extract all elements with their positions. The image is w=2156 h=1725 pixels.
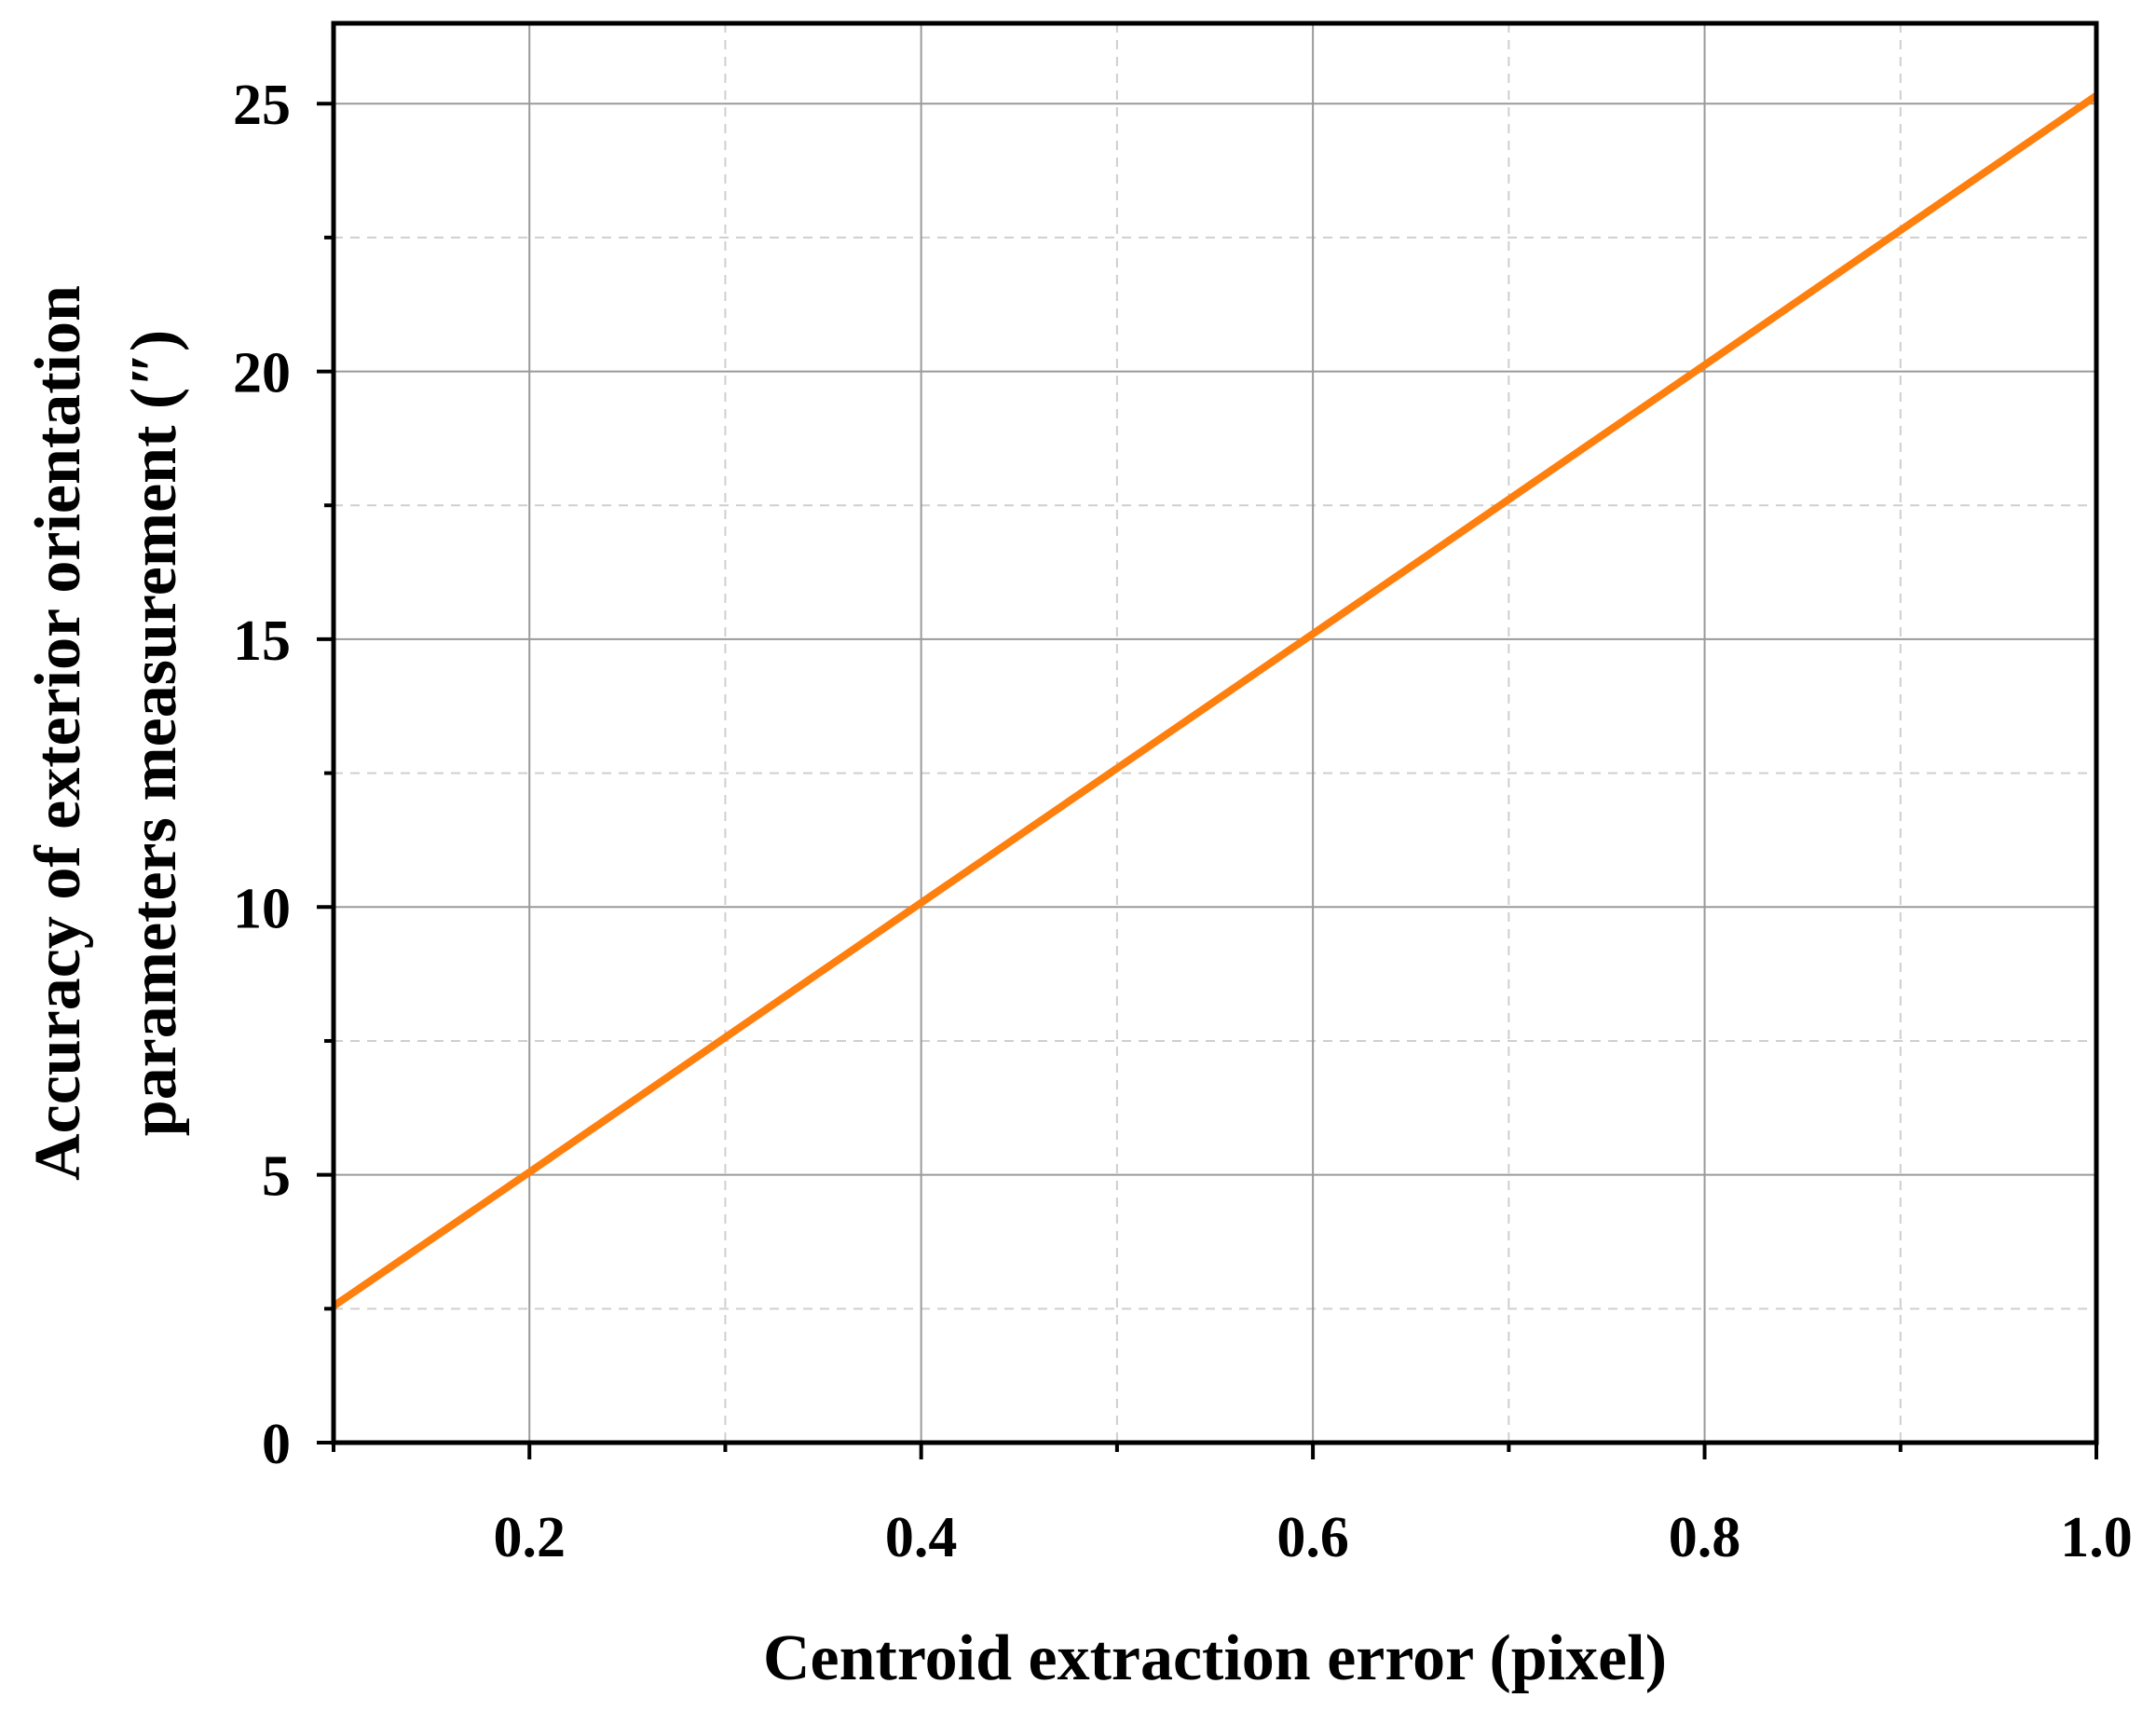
major-grid (334, 23, 2097, 1444)
axis-ticks (317, 102, 2098, 1459)
y-tick-label: 0 (262, 1413, 291, 1476)
x-tick-label: 0.2 (493, 1506, 566, 1569)
series-layer (331, 92, 2099, 1309)
y-tick-label: 20 (233, 342, 291, 405)
y-tick-label: 15 (233, 609, 291, 673)
x-tick-label: 0.8 (1669, 1506, 1741, 1569)
tick-labels: 0.2 0.4 0.6 0.8 1.0 0 5 10 15 20 25 (233, 74, 2133, 1569)
y-tick-label: 25 (233, 74, 291, 137)
x-axis-title: Centroid extraction error (pixel) (763, 1622, 1667, 1694)
y-tick-label: 5 (262, 1145, 291, 1209)
x-tick-label: 1.0 (2060, 1506, 2133, 1569)
minor-grid (333, 23, 2096, 1443)
plot-frame (331, 21, 2099, 1445)
y-axis-title: Accuracy of exterior orientation paramet… (22, 285, 190, 1181)
x-tick-label: 0.4 (885, 1506, 958, 1569)
series-line (331, 92, 2099, 1309)
y-tick-label: 10 (233, 877, 291, 940)
y-axis-title-line-1: Accuracy of exterior orientation (22, 285, 94, 1181)
y-axis-title-line-2: parameters measurement (″) (118, 330, 190, 1136)
x-tick-label: 0.6 (1276, 1506, 1349, 1569)
